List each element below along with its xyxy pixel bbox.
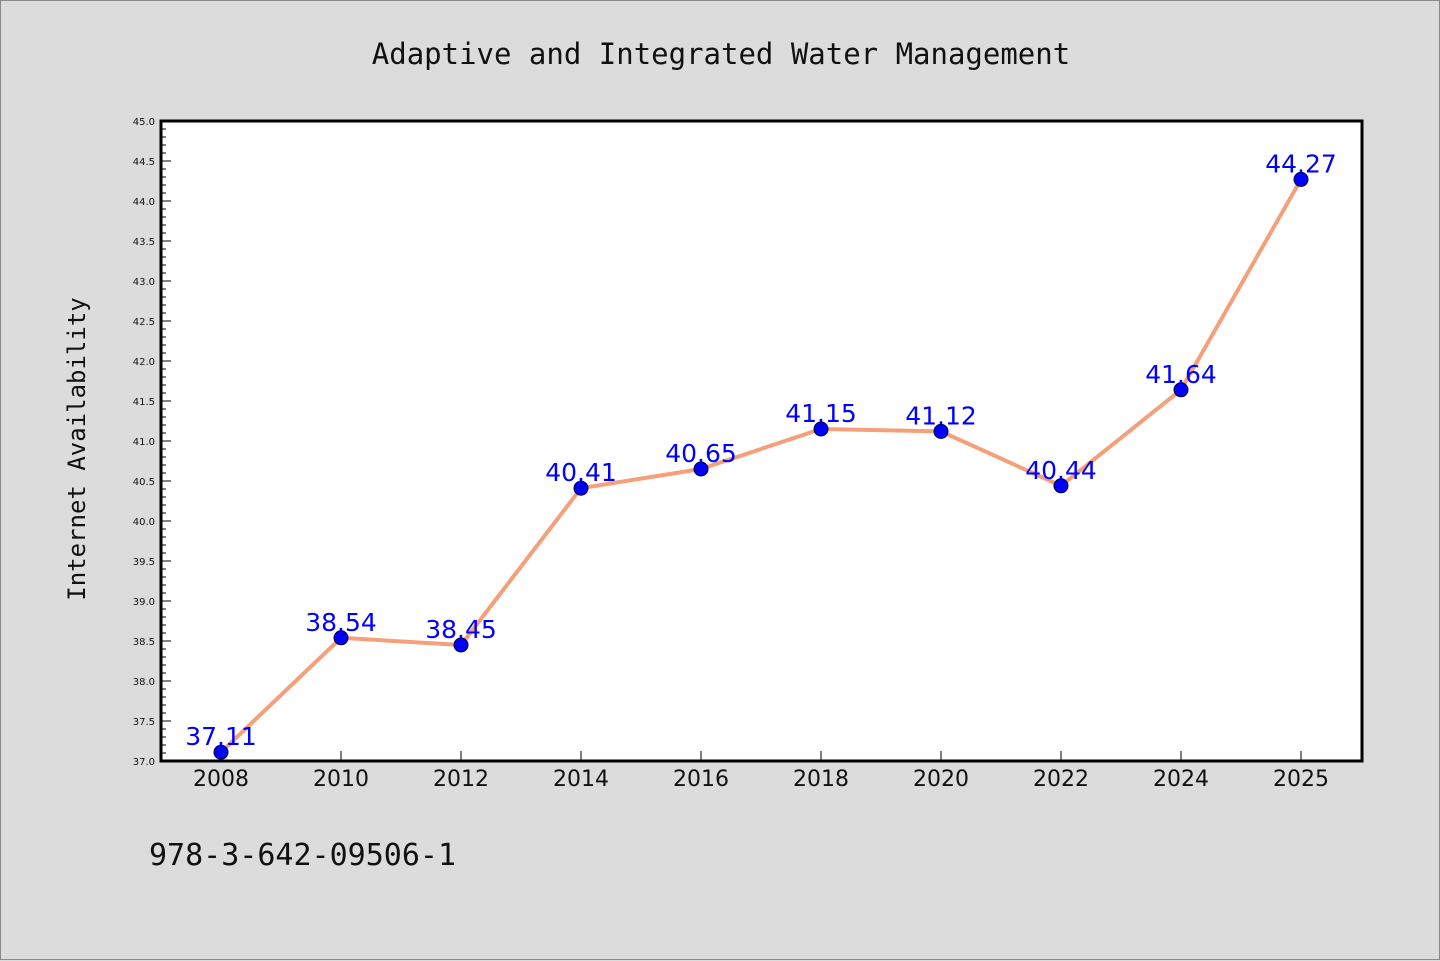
data-point-marker [1053,478,1069,494]
chart-title: Adaptive and Integrated Water Management [372,37,1070,71]
data-label: 40.41 [545,458,617,487]
y-tick-label: 39.0 [133,597,155,608]
data-point-marker [213,744,229,760]
x-tick-label: 2020 [913,767,969,792]
data-point-marker [693,461,709,477]
data-label: 41.64 [1145,360,1217,389]
data-label: 38.54 [305,608,377,637]
x-tick-label: 2008 [193,767,249,792]
y-tick-label: 40.0 [133,517,155,528]
x-tick-label: 2014 [553,767,609,792]
y-tick-label: 41.0 [133,437,155,448]
y-axis: 37.0 37.5 38.0 38.5 39.0 39.5 40.0 40.5 41.0 41.5… [133,117,171,768]
y-tick-label: 38.0 [133,677,155,688]
data-label: 38.45 [425,615,497,644]
data-label: 44.27 [1265,149,1337,178]
footer-isbn: 978-3-642-09506-1 [149,838,456,873]
y-tick-label: 44.0 [133,197,155,208]
y-tick-label: 42.0 [133,357,155,368]
y-axis-label: Internet Availability [63,297,91,600]
data-point-marker [573,480,589,496]
data-label: 40.44 [1025,456,1097,485]
data-point-marker [933,423,949,439]
y-tick-label: 40.5 [133,477,155,488]
x-tick-label: 2024 [1153,767,1209,792]
data-label: 41.12 [905,401,977,430]
x-tick-label: 2012 [433,767,489,792]
data-label: 37.11 [185,722,257,751]
x-tick-label: 2018 [793,767,849,792]
series-line [219,178,1303,754]
x-tick-label: 2025 [1273,767,1329,792]
y-tick-label: 43.5 [133,237,155,248]
data-labels-group: 37.11 38.54 38.45 40.41 40.65 41.15 41.12 40.44… [185,149,1337,751]
x-axis: 2008 2010 2012 2014 2016 2018 2020 2022 2024 2025 [193,751,1329,792]
y-tick-label: 39.5 [133,557,155,568]
y-tick-label: 45.0 [133,117,155,128]
plot-area [159,119,1364,763]
data-label: 40.65 [665,439,737,468]
data-label: 41.15 [785,399,857,428]
y-tick-label: 38.5 [133,637,155,648]
y-tick-label: 42.5 [133,317,155,328]
y-tick-label: 41.5 [133,397,155,408]
x-tick-label: 2022 [1033,767,1089,792]
data-point-marker [333,630,349,646]
x-tick-label: 2010 [313,767,369,792]
y-tick-label: 43.0 [133,277,155,288]
markers-group [213,171,1309,760]
y-tick-label: 37.5 [133,717,155,728]
x-tick-label: 2016 [673,767,729,792]
data-point-marker [813,421,829,437]
data-point-marker [1173,382,1189,398]
series-line-group [219,178,1303,754]
data-point-marker [453,637,469,653]
data-point-marker [1293,171,1309,187]
y-tick-label: 37.0 [133,757,155,768]
y-tick-label: 44.5 [133,157,155,168]
